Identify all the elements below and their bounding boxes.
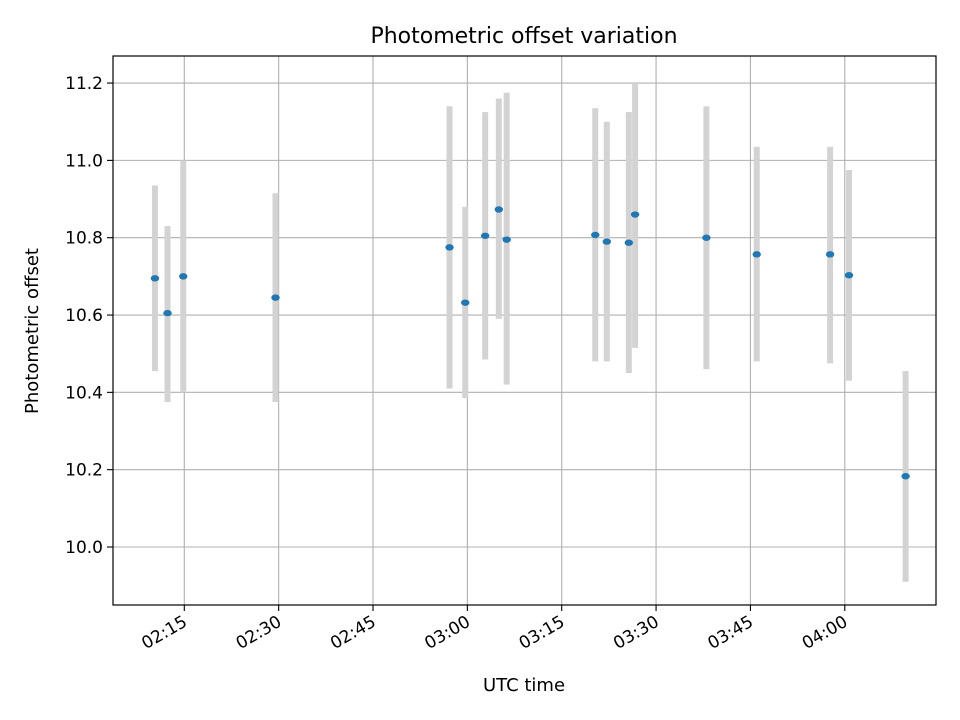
data-point bbox=[901, 473, 910, 480]
x-axis-label: UTC time bbox=[483, 675, 565, 696]
data-point bbox=[825, 251, 835, 258]
plot-frame bbox=[112, 55, 937, 606]
data-point bbox=[624, 239, 634, 246]
data-point bbox=[494, 206, 504, 213]
y-axis-ticks: 10.0 10.2 10.4 10.6 10.8 11.0 11.2 bbox=[65, 74, 113, 558]
y-tick-label: 10.8 bbox=[65, 229, 103, 249]
y-axis-label: Photometric offset bbox=[22, 248, 43, 414]
data-point bbox=[445, 244, 454, 251]
data-points bbox=[150, 206, 910, 480]
data-point bbox=[480, 232, 490, 239]
y-tick-label: 10.2 bbox=[65, 461, 103, 481]
y-tick-label: 10.0 bbox=[65, 538, 103, 558]
data-point bbox=[179, 273, 188, 280]
data-point bbox=[163, 309, 172, 317]
data-point bbox=[502, 236, 511, 243]
data-point bbox=[591, 231, 600, 239]
chart-title: Photometric offset variation bbox=[370, 24, 677, 49]
data-point bbox=[752, 251, 761, 258]
data-point bbox=[630, 211, 640, 218]
data-point bbox=[702, 234, 711, 241]
data-point bbox=[271, 294, 280, 301]
y-tick-label: 11.0 bbox=[65, 151, 103, 171]
data-point bbox=[844, 272, 854, 279]
y-tick-label: 10.4 bbox=[65, 383, 103, 403]
data-point bbox=[461, 299, 470, 306]
data-point bbox=[602, 238, 611, 245]
y-tick-label: 10.6 bbox=[65, 306, 103, 326]
y-tick-label: 11.2 bbox=[65, 74, 103, 94]
grid bbox=[113, 56, 936, 605]
data-point bbox=[150, 275, 160, 282]
